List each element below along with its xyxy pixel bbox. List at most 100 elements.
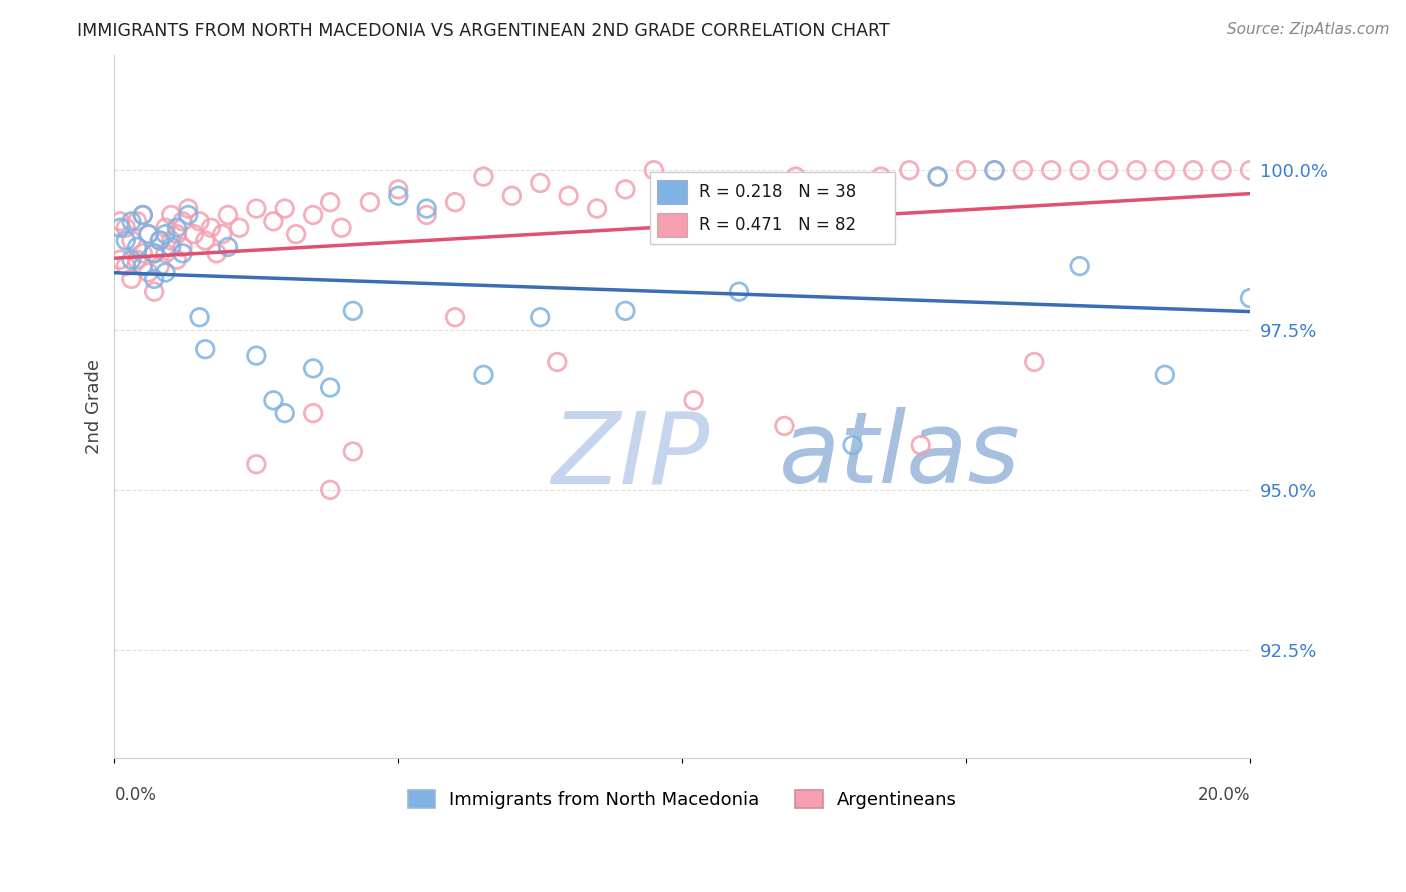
Point	[108, 214, 131, 228]
Point	[120, 272, 142, 286]
Point	[138, 265, 160, 279]
Point	[217, 240, 239, 254]
Point	[262, 393, 284, 408]
Point	[149, 234, 172, 248]
Point	[643, 163, 665, 178]
Point	[114, 220, 136, 235]
Point	[1239, 163, 1261, 178]
Point	[728, 195, 751, 210]
Point	[166, 220, 188, 235]
Point	[132, 246, 155, 260]
Point	[120, 252, 142, 267]
Point	[177, 208, 200, 222]
Point	[127, 240, 149, 254]
Point	[870, 169, 893, 184]
Point	[319, 195, 342, 210]
Point	[756, 182, 779, 196]
Point	[898, 163, 921, 178]
Point	[330, 220, 353, 235]
Point	[342, 303, 364, 318]
Point	[160, 208, 183, 222]
Point	[166, 252, 188, 267]
Point	[183, 227, 205, 241]
Point	[194, 234, 217, 248]
Point	[415, 202, 437, 216]
Text: ZIP: ZIP	[551, 408, 710, 505]
Point	[586, 202, 609, 216]
Point	[841, 438, 863, 452]
Point	[472, 169, 495, 184]
Point	[262, 214, 284, 228]
Point	[285, 227, 308, 241]
Y-axis label: 2nd Grade: 2nd Grade	[86, 359, 103, 454]
Point	[155, 227, 177, 241]
Point	[472, 368, 495, 382]
Point	[444, 195, 467, 210]
Point	[319, 483, 342, 497]
Point	[120, 214, 142, 228]
Point	[155, 265, 177, 279]
Point	[172, 240, 194, 254]
Point	[245, 202, 267, 216]
Point	[302, 406, 325, 420]
Point	[155, 246, 177, 260]
Point	[546, 355, 568, 369]
Text: 0.0%: 0.0%	[114, 787, 156, 805]
Point	[188, 310, 211, 325]
Point	[319, 380, 342, 394]
Point	[813, 195, 835, 210]
Point	[614, 182, 637, 196]
Point	[1182, 163, 1205, 178]
Point	[177, 202, 200, 216]
Text: Source: ZipAtlas.com: Source: ZipAtlas.com	[1226, 22, 1389, 37]
Point	[1024, 355, 1046, 369]
Point	[1012, 163, 1035, 178]
Point	[114, 234, 136, 248]
Point	[138, 227, 160, 241]
Point	[166, 227, 188, 241]
Text: R = 0.471   N = 82: R = 0.471 N = 82	[699, 216, 856, 234]
Point	[228, 220, 250, 235]
Point	[120, 234, 142, 248]
Point	[149, 234, 172, 248]
Point	[172, 214, 194, 228]
Text: 20.0%: 20.0%	[1198, 787, 1250, 805]
Text: IMMIGRANTS FROM NORTH MACEDONIA VS ARGENTINEAN 2ND GRADE CORRELATION CHART: IMMIGRANTS FROM NORTH MACEDONIA VS ARGEN…	[77, 22, 890, 40]
Point	[302, 208, 325, 222]
Point	[444, 310, 467, 325]
Point	[671, 176, 693, 190]
Point	[188, 214, 211, 228]
Point	[699, 188, 721, 202]
Point	[342, 444, 364, 458]
Point	[1153, 163, 1175, 178]
Text: R = 0.218   N = 38: R = 0.218 N = 38	[699, 183, 856, 201]
Point	[160, 240, 183, 254]
Point	[682, 393, 704, 408]
Point	[138, 227, 160, 241]
Point	[160, 234, 183, 248]
Point	[785, 169, 807, 184]
Point	[108, 252, 131, 267]
Point	[217, 208, 239, 222]
Bar	[657, 179, 686, 204]
Point	[143, 285, 166, 299]
Point	[983, 163, 1005, 178]
Point	[955, 163, 977, 178]
Point	[387, 188, 409, 202]
Point	[143, 246, 166, 260]
Point	[132, 208, 155, 222]
Point	[302, 361, 325, 376]
Point	[1211, 163, 1233, 178]
Point	[773, 418, 796, 433]
Point	[205, 246, 228, 260]
Point	[728, 285, 751, 299]
Point	[983, 163, 1005, 178]
Point	[245, 349, 267, 363]
Point	[1040, 163, 1063, 178]
Point	[127, 252, 149, 267]
Point	[927, 169, 949, 184]
Point	[114, 259, 136, 273]
Point	[1097, 163, 1119, 178]
Point	[245, 457, 267, 471]
Point	[927, 169, 949, 184]
